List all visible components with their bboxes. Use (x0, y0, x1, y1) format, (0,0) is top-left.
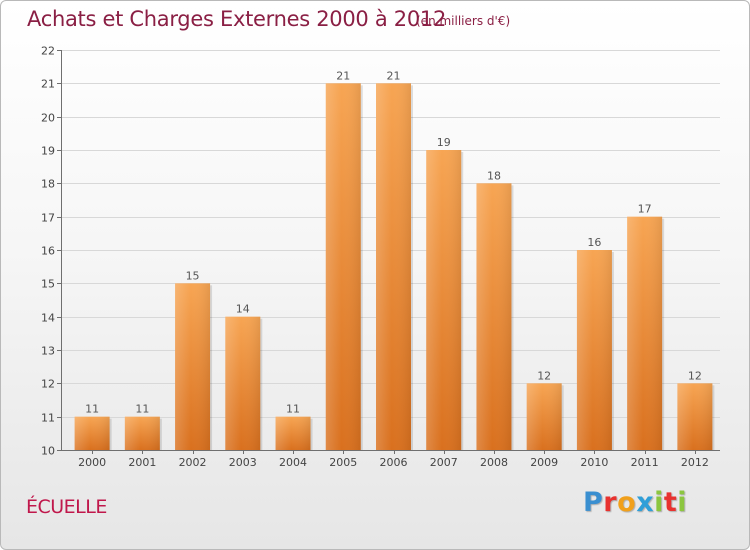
logo-letter: x (636, 487, 655, 518)
data-label: 15 (186, 269, 200, 282)
data-label: 21 (336, 69, 350, 82)
logo-letter: o (617, 487, 637, 518)
x-tick-label: 2004 (279, 456, 307, 469)
logo-letter: i (654, 487, 664, 518)
bar-shine (275, 416, 311, 450)
bar-shine (175, 283, 211, 450)
data-label: 19 (437, 136, 451, 149)
x-tick-label: 2010 (580, 456, 608, 469)
axes: 10 11 12 13 14 15 16 17 18 19 20 21 22 2000 2001 2002 20… (41, 45, 720, 469)
logo-letter: t (663, 487, 678, 518)
bars (74, 83, 715, 451)
bar-shine (677, 383, 713, 450)
data-label: 17 (638, 203, 652, 216)
bar-shine (74, 416, 110, 450)
x-tick-label: 2009 (530, 456, 558, 469)
y-tick-label: 17 (41, 212, 55, 225)
y-tick-label: 19 (41, 145, 55, 158)
x-tick-label: 2008 (480, 456, 508, 469)
y-tick-label: 14 (41, 312, 55, 325)
data-labels: 11 11 15 14 11 21 21 19 18 12 16 17 12 (85, 69, 702, 415)
x-tick-label: 2003 (229, 456, 257, 469)
y-tick-label: 16 (41, 245, 55, 258)
data-label: 16 (587, 236, 601, 249)
x-tick-label: 2002 (179, 456, 207, 469)
y-tick-label: 10 (41, 445, 55, 458)
y-tick-label: 13 (41, 345, 55, 358)
x-tick-label: 2005 (329, 456, 357, 469)
data-label: 11 (85, 403, 99, 416)
y-tick-label: 21 (41, 78, 55, 91)
bar-shine (225, 316, 261, 450)
x-tick-label: 2000 (78, 456, 106, 469)
data-label: 12 (537, 369, 551, 382)
commune-name: ÉCUELLE (26, 496, 107, 518)
bar-shine (325, 83, 361, 450)
x-tick-label: 2006 (380, 456, 408, 469)
data-label: 11 (286, 403, 300, 416)
logo-letter: i (677, 487, 688, 518)
bar-shine (476, 183, 512, 451)
data-label: 21 (387, 69, 401, 82)
x-tick-label: 2011 (631, 456, 659, 469)
chart-title: Achats et Charges Externes 2000 à 2012 (27, 7, 447, 31)
bar-shine (576, 250, 612, 450)
bar-shine (526, 383, 562, 450)
y-tick-label: 11 (41, 412, 55, 425)
y-tick-label: 15 (41, 278, 55, 291)
x-tick-label: 2001 (128, 456, 156, 469)
data-label: 14 (236, 303, 250, 316)
proxiti-logo[interactable]: Proxiti (583, 487, 687, 518)
y-tick-label: 22 (41, 45, 55, 58)
chart-subtitle: (en milliers d'€) (416, 14, 511, 28)
bar-shine (124, 416, 160, 450)
logo-letter: P (583, 487, 604, 518)
y-tick-label: 12 (41, 378, 55, 391)
bar-shine (376, 83, 411, 450)
x-tick-label: 2012 (681, 456, 709, 469)
data-label: 12 (688, 369, 702, 382)
logo-letter: r (603, 487, 618, 518)
x-tick-label: 2007 (430, 456, 458, 469)
data-label: 11 (135, 403, 149, 416)
y-tick-label: 18 (41, 178, 55, 191)
data-label: 18 (487, 169, 501, 182)
y-tick-label: 20 (41, 112, 55, 125)
bar-shine (627, 216, 663, 450)
bar-shine (426, 150, 462, 450)
